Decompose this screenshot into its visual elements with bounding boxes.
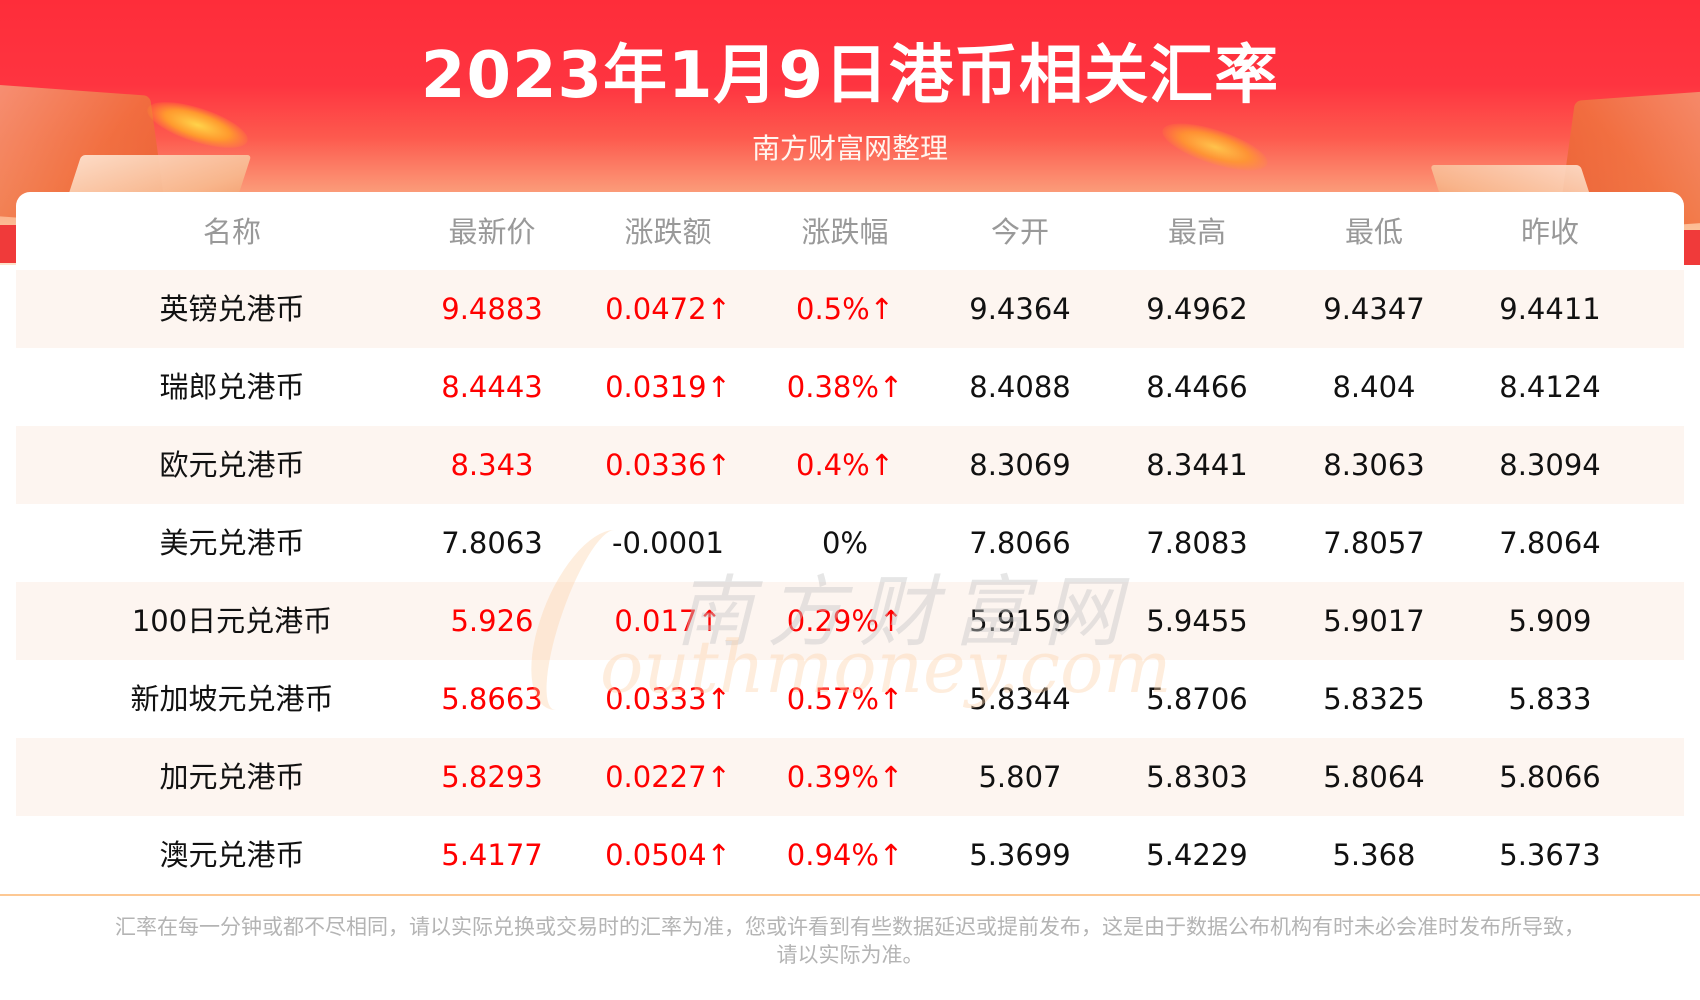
page-title: 2023年1月9日港币相关汇率 (420, 39, 1280, 113)
table-row: 澳元兑港币 5.4177 0.0504↑ 0.94%↑ 5.3699 5.422… (16, 816, 1684, 894)
change-percent: 0.57%↑ (786, 682, 904, 716)
latest-price: 5.8663 (441, 682, 543, 716)
prev-close-price: 8.3094 (1499, 448, 1601, 482)
open-price: 5.3699 (969, 838, 1071, 872)
prev-close-price: 5.909 (1508, 604, 1592, 638)
column-header-latest: 最新价 (448, 215, 536, 249)
change-amount: 0.017↑ (614, 604, 722, 638)
disclaimer-line-1: 汇率在每一分钟或都不尽相同，请以实际兑换或交易时的汇率为准，您或许看到有些数据延… (115, 915, 1585, 939)
currency-pair-name: 欧元兑港币 (159, 448, 305, 482)
change-percent: 0.4%↑ (796, 448, 894, 482)
low-price: 7.8057 (1323, 526, 1425, 560)
column-header-change: 涨跌额 (624, 215, 712, 249)
low-price: 5.9017 (1323, 604, 1425, 638)
high-price: 5.8303 (1146, 760, 1248, 794)
high-price: 5.8706 (1146, 682, 1248, 716)
change-percent: 0% (821, 526, 868, 560)
page-subtitle: 南方财富网整理 (751, 132, 948, 165)
open-price: 5.9159 (969, 604, 1071, 638)
table-row: 美元兑港币 7.8063 -0.0001 0% 7.8066 7.8083 7.… (16, 504, 1684, 582)
high-price: 9.4962 (1146, 292, 1248, 326)
column-header-prev-close: 昨收 (1520, 215, 1579, 249)
high-price: 5.4229 (1146, 838, 1248, 872)
column-header-open: 今开 (990, 215, 1049, 249)
change-amount: 0.0333↑ (605, 682, 731, 716)
low-price: 8.3063 (1323, 448, 1425, 482)
table-row: 加元兑港币 5.8293 0.0227↑ 0.39%↑ 5.807 5.8303… (16, 738, 1684, 816)
open-price: 8.3069 (969, 448, 1071, 482)
latest-price: 5.926 (450, 604, 534, 638)
currency-pair-name: 美元兑港币 (159, 526, 305, 560)
table-row: 欧元兑港币 8.343 0.0336↑ 0.4%↑ 8.3069 8.3441 … (16, 426, 1684, 504)
open-price: 5.8344 (969, 682, 1071, 716)
low-price: 5.368 (1332, 838, 1416, 872)
open-price: 9.4364 (969, 292, 1071, 326)
currency-pair-name: 100日元兑港币 (131, 604, 333, 638)
table-row: 瑞郎兑港币 8.4443 0.0319↑ 0.38%↑ 8.4088 8.446… (16, 348, 1684, 426)
footer-disclaimer: 汇率在每一分钟或都不尽相同，请以实际兑换或交易时的汇率为准，您或许看到有些数据延… (60, 913, 1640, 969)
prev-close-price: 8.4124 (1499, 370, 1601, 404)
table-row: 新加坡元兑港币 5.8663 0.0333↑ 0.57%↑ 5.8344 5.8… (16, 660, 1684, 738)
change-amount: 0.0319↑ (605, 370, 731, 404)
latest-price: 8.4443 (441, 370, 543, 404)
low-price: 8.404 (1332, 370, 1416, 404)
latest-price: 9.4883 (441, 292, 543, 326)
change-percent: 0.29%↑ (786, 604, 904, 638)
column-header-low: 最低 (1344, 215, 1403, 249)
change-amount: -0.0001 (612, 526, 724, 560)
currency-pair-name: 新加坡元兑港币 (130, 682, 334, 716)
table-row: 100日元兑港币 5.926 0.017↑ 0.29%↑ 5.9159 5.94… (16, 582, 1684, 660)
prev-close-price: 7.8064 (1499, 526, 1601, 560)
table-header-row: 名称 最新价 涨跌额 涨跌幅 今开 最高 最低 昨收 (16, 192, 1684, 270)
latest-price: 8.343 (450, 448, 534, 482)
open-price: 5.807 (978, 760, 1062, 794)
column-header-high: 最高 (1167, 215, 1226, 249)
decorative-ribbon-right (1682, 230, 1700, 265)
column-header-name: 名称 (202, 215, 261, 249)
change-percent: 0.5%↑ (796, 292, 894, 326)
open-price: 7.8066 (969, 526, 1071, 560)
open-price: 8.4088 (969, 370, 1071, 404)
high-price: 8.4466 (1146, 370, 1248, 404)
column-header-change-pct: 涨跌幅 (801, 215, 889, 249)
latest-price: 7.8063 (441, 526, 543, 560)
prev-close-price: 5.833 (1508, 682, 1592, 716)
decorative-ribbon-left (0, 225, 16, 263)
change-amount: 0.0504↑ (605, 838, 731, 872)
prev-close-price: 5.3673 (1499, 838, 1601, 872)
prev-close-price: 9.4411 (1499, 292, 1601, 326)
low-price: 5.8064 (1323, 760, 1425, 794)
change-amount: 0.0227↑ (605, 760, 731, 794)
high-price: 5.9455 (1146, 604, 1248, 638)
high-price: 8.3441 (1146, 448, 1248, 482)
table-row: 英镑兑港币 9.4883 0.0472↑ 0.5%↑ 9.4364 9.4962… (16, 270, 1684, 348)
change-percent: 0.38%↑ (786, 370, 904, 404)
change-percent: 0.94%↑ (786, 838, 904, 872)
disclaimer-line-2: 请以实际为准。 (776, 943, 924, 967)
change-amount: 0.0336↑ (605, 448, 731, 482)
currency-pair-name: 澳元兑港币 (159, 838, 305, 872)
high-price: 7.8083 (1146, 526, 1248, 560)
currency-pair-name: 瑞郎兑港币 (159, 370, 305, 404)
exchange-rate-table: 名称 最新价 涨跌额 涨跌幅 今开 最高 最低 昨收 英镑兑港币 9.4883 … (16, 192, 1684, 895)
change-percent: 0.39%↑ (786, 760, 904, 794)
low-price: 9.4347 (1323, 292, 1425, 326)
latest-price: 5.4177 (441, 838, 543, 872)
currency-pair-name: 英镑兑港币 (159, 292, 305, 326)
low-price: 5.8325 (1323, 682, 1425, 716)
change-amount: 0.0472↑ (605, 292, 731, 326)
latest-price: 5.8293 (441, 760, 543, 794)
footer-divider (0, 894, 1700, 896)
currency-pair-name: 加元兑港币 (159, 760, 305, 794)
prev-close-price: 5.8066 (1499, 760, 1601, 794)
